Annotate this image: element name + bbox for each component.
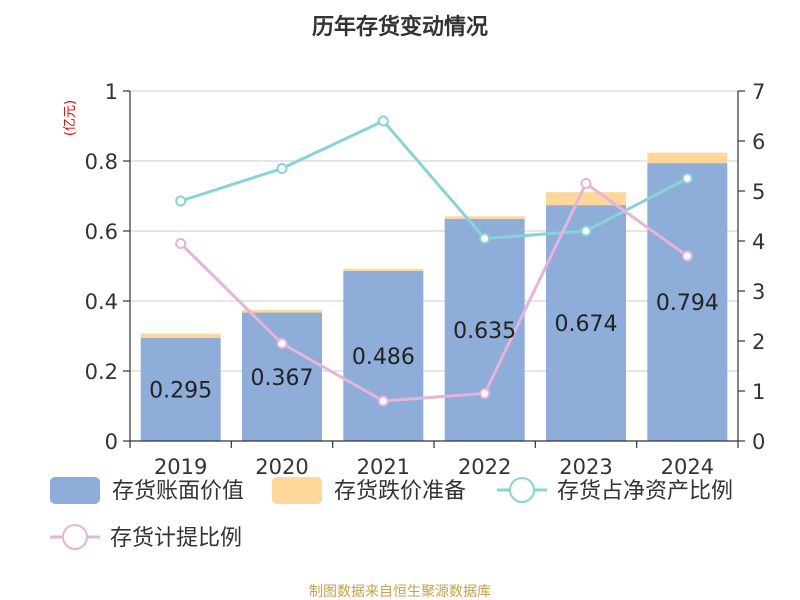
legend-label: 存货账面价值 <box>112 479 244 504</box>
right-axis-tick-label: 5 <box>752 180 765 204</box>
line-provision-ratio <box>179 181 689 403</box>
left-axis-tick-label: 0.4 <box>85 290 118 314</box>
legend-marker <box>509 477 535 503</box>
bar-book-value <box>546 205 626 441</box>
point-provision-ratio <box>580 178 592 189</box>
point-provision-ratio <box>175 238 187 249</box>
point-net-asset-ratio <box>175 195 187 207</box>
bar-impairment-reserve <box>343 268 424 271</box>
point-net-asset-ratio <box>479 233 491 244</box>
bar-impairment-reserve <box>140 333 221 338</box>
bar-value-label: 0.794 <box>656 291 719 316</box>
point-provision-ratio <box>276 338 288 349</box>
left-axis-tick-label: 0.8 <box>85 150 118 174</box>
legend-swatch <box>50 477 100 504</box>
bar-series <box>140 152 728 441</box>
bar-value-label: 0.486 <box>352 345 415 370</box>
point-net-asset-ratio <box>276 163 288 174</box>
x-axis-tick-label: 2020 <box>255 455 308 479</box>
bar-impairment-reserve <box>242 309 322 313</box>
line-series <box>175 115 693 407</box>
bar-value-label: 0.674 <box>555 312 618 337</box>
bar-book-value <box>647 163 728 441</box>
bar-value-label: 0.367 <box>251 366 314 391</box>
line-net-asset-ratio <box>180 119 689 241</box>
axes: 0 0.2 0.4 0.6 0.8 1 0 1 2 3 4 5 6 7 2019 2020 2021 2022 20… <box>85 80 766 479</box>
bar-impairment-reserve <box>444 216 525 219</box>
x-axis-tick-label: 2023 <box>559 455 612 479</box>
point-net-asset-ratio <box>377 115 389 127</box>
left-axis-tick-label: 1 <box>105 80 118 104</box>
source-note: 制图数据来自恒生聚源数据库 <box>309 584 491 600</box>
right-axis-tick-label: 2 <box>752 330 765 354</box>
right-axis-tick-label: 0 <box>752 430 765 454</box>
right-axis-tick-label: 4 <box>752 230 765 254</box>
left-axis-tick-label: 0.6 <box>85 220 118 244</box>
bar-book-value <box>140 337 221 441</box>
right-axis-tick-label: 6 <box>752 130 765 154</box>
left-axis-tick-label: 0 <box>105 430 118 454</box>
grid <box>130 90 738 372</box>
x-axis-tick-label: 2019 <box>154 455 207 479</box>
bar-book-value <box>242 312 322 441</box>
legend-marker <box>62 524 88 550</box>
right-axis-tick-label: 1 <box>752 380 765 404</box>
bar-impairment-reserve <box>647 152 728 164</box>
bar-value-label: 0.635 <box>453 319 516 344</box>
bar-impairment-reserve <box>546 192 626 206</box>
point-provision-ratio <box>479 388 491 399</box>
data-labels: 0.295 0.367 0.486 0.635 0.674 0.794 <box>149 291 719 403</box>
x-axis-tick-label: 2022 <box>458 455 511 479</box>
legend-label: 存货跌价准备 <box>334 479 466 504</box>
x-axis-tick-label: 2021 <box>357 455 410 479</box>
point-net-asset-ratio <box>580 225 592 237</box>
bar-value-label: 0.295 <box>149 378 212 403</box>
legend-label: 存货计提比例 <box>110 526 242 551</box>
left-axis-unit-label: (亿元) <box>63 100 78 136</box>
chart-title: 历年存货变动情况 <box>312 14 488 40</box>
point-provision-ratio <box>681 250 693 262</box>
right-axis-tick-label: 3 <box>752 280 765 304</box>
x-axis-tick-label: 2024 <box>661 455 714 479</box>
legend-label: 存货占净资产比例 <box>557 479 733 504</box>
legend-swatch <box>272 477 322 504</box>
bar-book-value <box>343 270 424 441</box>
right-axis-tick-label: 7 <box>752 80 765 104</box>
point-provision-ratio <box>377 395 389 407</box>
bar-book-value <box>444 218 525 441</box>
left-axis-tick-label: 0.2 <box>85 360 118 384</box>
point-net-asset-ratio <box>681 173 693 184</box>
